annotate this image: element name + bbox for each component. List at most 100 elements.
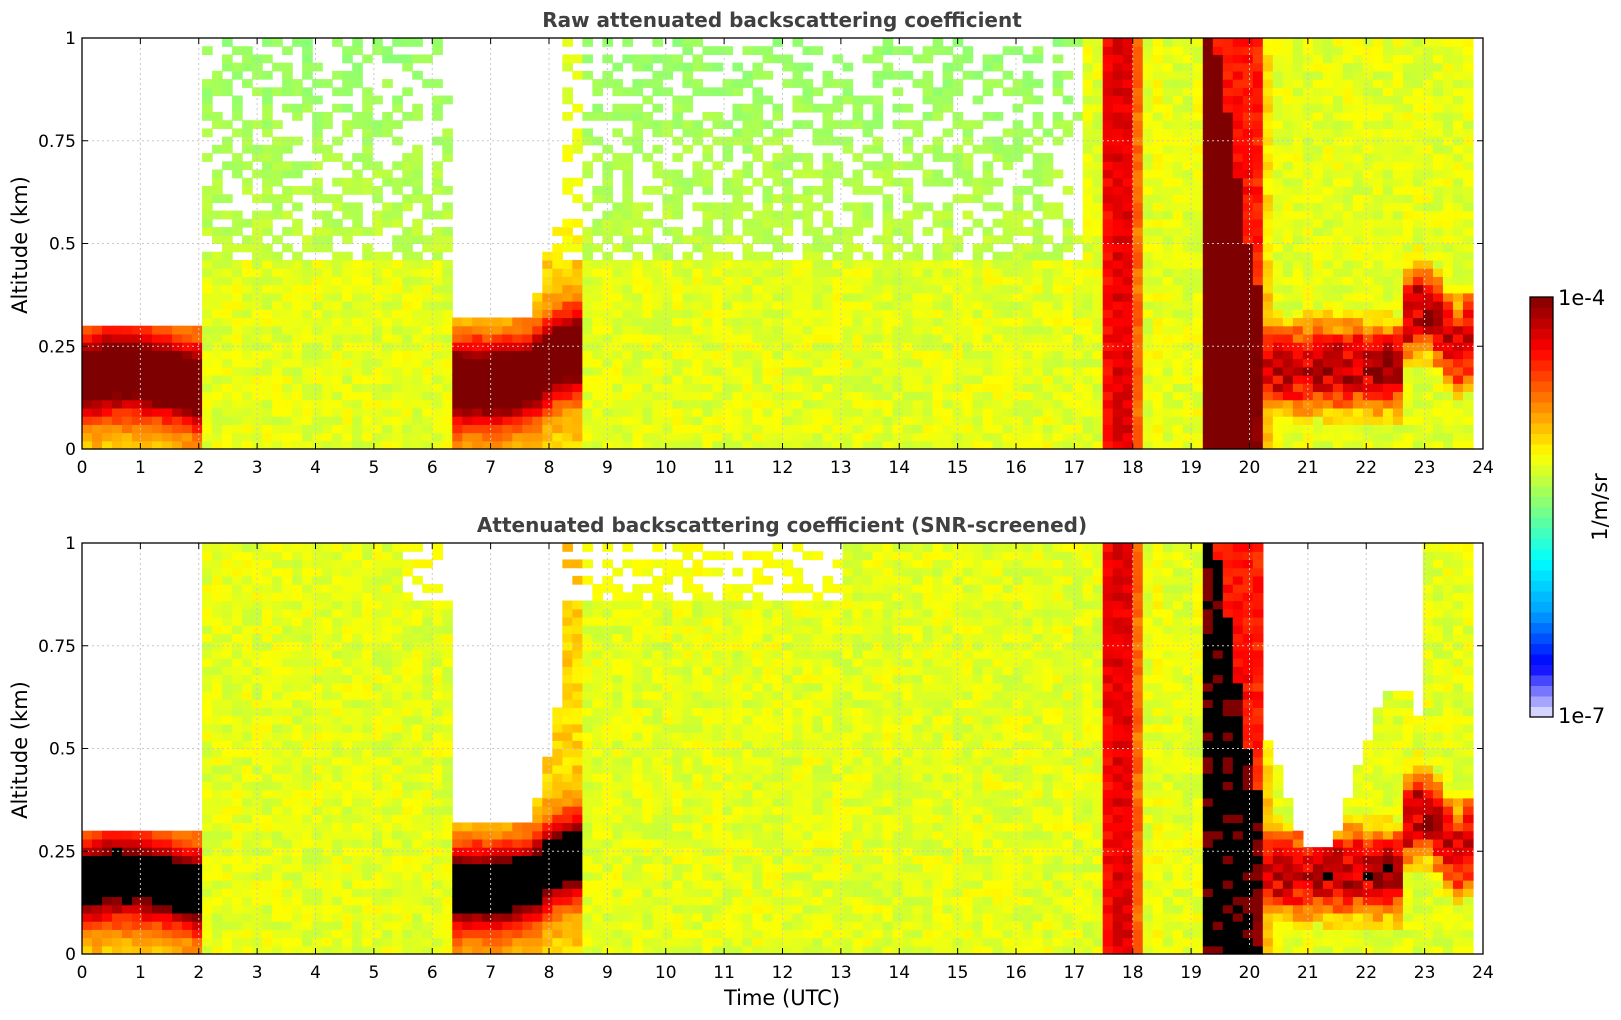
heat-cell	[562, 218, 573, 228]
heat-cell	[1012, 210, 1024, 220]
heat-cell	[372, 358, 383, 368]
heat-cell	[822, 440, 834, 450]
heat-cell	[382, 177, 393, 187]
heat-cell	[772, 103, 784, 113]
heat-cell	[262, 292, 273, 302]
heat-cell	[82, 358, 93, 368]
heat-cell	[1302, 177, 1314, 187]
heat-cell	[1072, 284, 1084, 294]
heat-cell	[1142, 194, 1154, 203]
heat-cell	[962, 161, 974, 171]
heat-cell	[1152, 161, 1164, 171]
heat-cell	[212, 169, 223, 179]
heat-cell	[742, 259, 754, 269]
heat-cell	[472, 407, 483, 417]
heat-cell	[1212, 185, 1224, 195]
heat-cell	[1002, 144, 1014, 154]
heat-cell	[812, 375, 824, 384]
heat-cell	[1272, 391, 1284, 401]
heat-cell	[232, 259, 243, 269]
heat-cell	[792, 194, 804, 203]
heat-cell	[1282, 301, 1294, 310]
heat-cell	[1062, 38, 1074, 47]
heat-cell	[712, 235, 724, 245]
heat-cell	[672, 235, 684, 245]
heat-cell	[242, 333, 253, 343]
heat-cell	[362, 276, 373, 286]
heat-cell	[832, 259, 844, 269]
heat-cell	[892, 268, 904, 277]
heat-cell	[872, 276, 884, 286]
heat-cell	[1432, 366, 1444, 376]
heat-cell	[742, 416, 754, 425]
heat-cell	[1072, 350, 1084, 360]
heat-cell	[262, 87, 273, 97]
heat-cell	[222, 243, 233, 253]
heat-cell	[1422, 292, 1434, 302]
heat-cell	[872, 185, 884, 195]
heat-cell	[1132, 79, 1144, 88]
heat-cell	[1242, 103, 1254, 113]
heat-cell	[1342, 276, 1354, 286]
heat-cell	[1352, 153, 1364, 162]
heat-cell	[1342, 424, 1354, 434]
heat-cell	[472, 350, 483, 360]
heat-cell	[852, 185, 864, 195]
heat-cell	[932, 144, 944, 154]
heat-cell	[442, 235, 453, 245]
heat-cell	[1392, 268, 1404, 277]
heat-cell	[1062, 268, 1074, 277]
heat-cell	[532, 292, 543, 302]
heat-cell	[1192, 46, 1204, 56]
heat-cell	[1322, 79, 1334, 88]
heat-cell	[1382, 243, 1394, 253]
heat-cell	[212, 284, 223, 294]
heat-cell	[1072, 325, 1084, 335]
heat-cell	[1112, 407, 1124, 417]
heat-cell	[1122, 227, 1134, 236]
heat-cell	[1372, 62, 1384, 72]
heat-cell	[692, 432, 704, 442]
heat-cell	[1222, 358, 1234, 368]
heat-cell	[962, 383, 974, 393]
heat-cell	[1132, 309, 1144, 319]
heat-cell	[712, 391, 724, 401]
heat-cell	[462, 317, 473, 327]
heat-cell	[122, 399, 133, 409]
heat-cell	[1032, 95, 1044, 105]
heat-cell	[412, 375, 423, 384]
heat-cell	[1112, 46, 1124, 56]
heat-cell	[922, 70, 934, 80]
heat-cell	[852, 333, 864, 343]
heat-cell	[292, 111, 303, 121]
heat-cell	[1332, 128, 1344, 138]
heat-cell	[742, 325, 754, 335]
heat-cell	[1412, 284, 1424, 294]
heat-cell	[1352, 177, 1364, 187]
heat-cell	[1112, 202, 1124, 212]
heat-cell	[362, 407, 373, 417]
heat-cell	[1312, 399, 1324, 409]
heat-cell	[352, 366, 363, 376]
heat-cell	[412, 259, 423, 269]
heat-cell	[312, 177, 323, 187]
heat-cell	[692, 169, 704, 179]
heat-cell	[1222, 227, 1234, 236]
heat-cell	[292, 38, 303, 47]
heat-cell	[1102, 95, 1114, 105]
heat-cell	[652, 38, 664, 47]
heat-cell	[1162, 325, 1174, 335]
heat-cell	[1242, 440, 1254, 450]
heat-cell	[1232, 177, 1244, 187]
heat-cell	[1322, 103, 1334, 113]
heat-cell	[752, 87, 764, 97]
heat-cell	[232, 70, 243, 80]
heat-cell	[1162, 62, 1174, 72]
heat-cell	[832, 407, 844, 417]
heat-cell	[1002, 276, 1014, 286]
heat-cell	[1092, 54, 1104, 64]
heat-cell	[1092, 284, 1104, 294]
heat-cell	[222, 383, 233, 393]
heat-cell	[1202, 440, 1214, 450]
heat-cell	[1422, 383, 1434, 393]
